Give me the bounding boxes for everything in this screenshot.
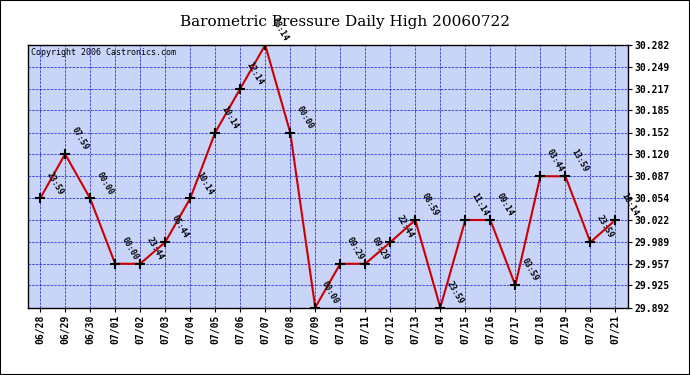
Text: 10:14: 10:14 xyxy=(620,192,640,218)
Text: 00:00: 00:00 xyxy=(119,236,139,262)
Text: 07:59: 07:59 xyxy=(69,126,90,152)
Text: 10:14: 10:14 xyxy=(195,170,215,196)
Text: 05:44: 05:44 xyxy=(169,214,190,240)
Text: 13:59: 13:59 xyxy=(569,148,590,174)
Text: 23:44: 23:44 xyxy=(144,236,165,262)
Text: 08:59: 08:59 xyxy=(420,192,440,218)
Text: 09:29: 09:29 xyxy=(344,236,365,262)
Text: 10:14: 10:14 xyxy=(219,104,239,130)
Text: 00:00: 00:00 xyxy=(295,104,315,130)
Text: 23:59: 23:59 xyxy=(444,279,465,305)
Text: 23:59: 23:59 xyxy=(44,170,65,196)
Text: Copyright 2006 Castronics.com: Copyright 2006 Castronics.com xyxy=(30,48,175,57)
Text: 08:14: 08:14 xyxy=(269,16,290,43)
Text: Barometric Pressure Daily High 20060722: Barometric Pressure Daily High 20060722 xyxy=(180,15,510,29)
Text: 09:29: 09:29 xyxy=(369,236,390,262)
Text: 11:14: 11:14 xyxy=(469,192,490,218)
Text: 12:14: 12:14 xyxy=(244,60,265,87)
Text: 00:00: 00:00 xyxy=(319,279,339,305)
Text: 09:14: 09:14 xyxy=(495,192,515,218)
Text: 03:59: 03:59 xyxy=(520,257,540,283)
Text: 00:00: 00:00 xyxy=(95,170,115,196)
Text: 03:44: 03:44 xyxy=(544,148,565,174)
Text: 23:59: 23:59 xyxy=(595,214,615,240)
Text: 22:44: 22:44 xyxy=(395,214,415,240)
